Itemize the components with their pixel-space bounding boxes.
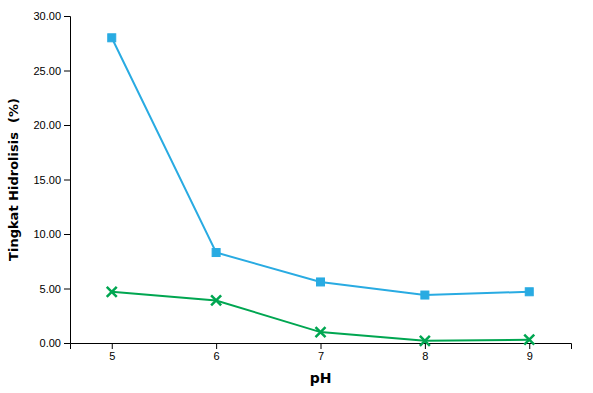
tick-label: 6 (214, 350, 220, 362)
marker (108, 34, 116, 42)
tick: 9 (527, 343, 533, 362)
marker (524, 335, 534, 345)
marker (212, 249, 220, 257)
tick-label: 8 (422, 350, 428, 362)
tick: 5.00 (40, 283, 70, 295)
y-axis: 0.00 5.00 10.00 15.00 20.00 25.00 30.00 (33, 10, 70, 349)
tick: 25.00 (33, 65, 70, 77)
series (107, 287, 535, 346)
tick: 8 (422, 343, 428, 362)
tick: 5 (109, 343, 115, 362)
plot-area: 5 6 7 8 9 0.00 5.00 10.00 15.00 20.00 25.00 30.00 (33, 10, 571, 362)
marker (420, 336, 430, 346)
tick: 20.00 (33, 119, 70, 131)
tick-mark (425, 343, 426, 349)
chart: 5 6 7 8 9 0.00 5.00 10.00 15.00 20.00 25.00 30.00 pH… (0, 0, 593, 393)
tick-label: 10.00 (33, 228, 61, 240)
marker (107, 287, 117, 297)
y-axis-title: Tingkat Hidrolisis (%) (6, 98, 21, 261)
tick: 10.00 (33, 228, 70, 240)
marker (317, 278, 325, 286)
tick-mark (64, 71, 70, 72)
x-axis: 5 6 7 8 9 (71, 343, 572, 362)
tick-mark (64, 343, 70, 344)
line (112, 38, 530, 295)
tick: 15.00 (33, 174, 70, 186)
tick-label: 0.00 (40, 337, 61, 349)
x-axis-title: pH (310, 370, 332, 386)
marker (525, 288, 533, 296)
marker (421, 291, 429, 299)
tick-label: 9 (527, 350, 533, 362)
tick-label: 25.00 (33, 65, 61, 77)
tick-mark (64, 16, 70, 17)
tick-mark (64, 125, 70, 126)
tick: 7 (318, 343, 324, 362)
axis-line (64, 17, 71, 344)
tick-label: 7 (318, 350, 324, 362)
tick: 6 (214, 343, 220, 362)
tick-label: 30.00 (33, 10, 61, 22)
tick-mark (321, 343, 322, 349)
tick-label: 15.00 (33, 174, 61, 186)
marker (211, 295, 221, 305)
marks (107, 34, 535, 346)
tick-label: 5 (109, 350, 115, 362)
tick-mark (216, 343, 217, 349)
tick: 30.00 (33, 10, 70, 22)
marker (316, 327, 326, 337)
tick-mark (64, 180, 70, 181)
tick-label: 20.00 (33, 119, 61, 131)
tick-mark (529, 343, 530, 349)
tick-mark (64, 234, 70, 235)
series (108, 34, 534, 299)
line (112, 292, 530, 341)
tick-label: 5.00 (40, 283, 61, 295)
tick-mark (112, 343, 113, 349)
tick: 0.00 (40, 337, 70, 349)
tick-mark (64, 289, 70, 290)
axis-line (71, 344, 572, 350)
